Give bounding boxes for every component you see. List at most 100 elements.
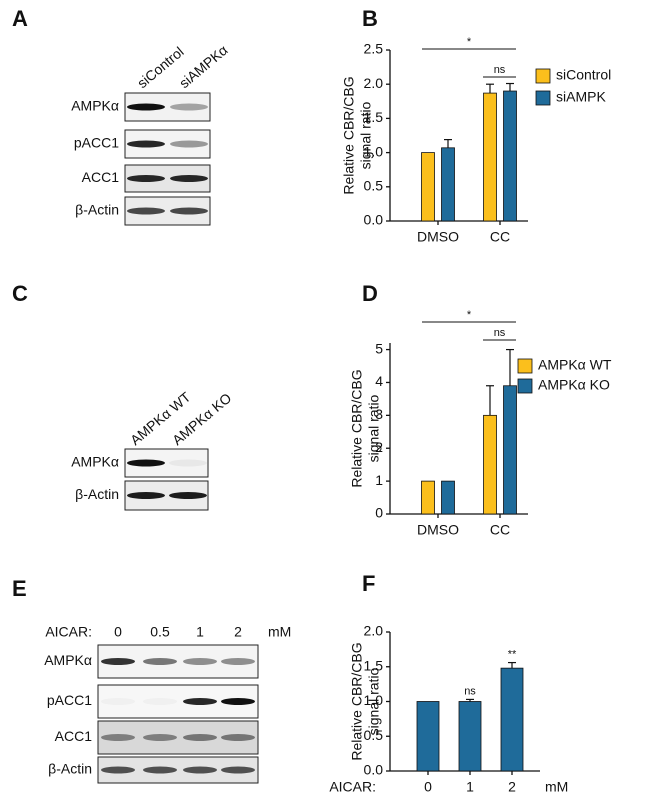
bar: [416, 701, 440, 772]
bar: [483, 414, 497, 515]
x-axis-label: AICAR:: [329, 779, 376, 795]
y-tick-label: 3: [375, 406, 383, 422]
blot-band: [143, 734, 177, 741]
legend-swatch: [535, 68, 551, 84]
legend-swatch: [517, 378, 533, 394]
blot-row-label: β-Actin: [75, 486, 119, 502]
y-axis-label: Relative CBR/CBG: [349, 642, 365, 760]
bar: [441, 480, 455, 515]
blot-header: AICAR:: [45, 624, 92, 640]
y-tick-label: 4: [375, 373, 383, 389]
blot-band: [183, 766, 217, 774]
legend-label: siControl: [556, 67, 611, 83]
blot-band: [183, 734, 217, 741]
bracket-label: ns: [494, 64, 506, 76]
blot-row-label: AMPKα: [71, 98, 119, 114]
blot-row-label: AMPKα: [44, 652, 92, 668]
blot-band: [221, 698, 255, 705]
blot-band: [101, 698, 135, 705]
x-tick-label: DMSO: [417, 229, 459, 245]
blot-band: [143, 658, 177, 665]
y-tick-label: 2.5: [364, 41, 384, 57]
lane-label: 1: [196, 624, 204, 640]
y-tick-label: 0.0: [364, 212, 384, 228]
blot-row-label: pACC1: [47, 692, 92, 708]
lane-label: 0: [114, 624, 122, 640]
blot-band: [169, 492, 207, 499]
blot-row-label: β-Actin: [75, 202, 119, 218]
legend-label: siAMPK: [556, 89, 606, 105]
x-tick-label: 0: [424, 779, 432, 795]
blot-band: [101, 766, 135, 774]
blot-band: [170, 175, 208, 182]
x-tick-label: 1: [466, 779, 474, 795]
lane-label: siAMPKα: [176, 42, 231, 91]
y-tick-label: 1.5: [364, 109, 384, 125]
y-tick-label: 1: [375, 472, 383, 488]
lane-label: siControl: [134, 43, 187, 91]
y-tick-label: 2.0: [364, 75, 384, 91]
blot-band: [183, 658, 217, 665]
y-axis-label: Relative CBR/CBG: [341, 76, 357, 194]
unit-label: mM: [268, 624, 291, 640]
bar: [441, 147, 455, 222]
panel-letter: F: [362, 571, 375, 596]
bracket-label: *: [467, 309, 472, 321]
error-bar: [466, 698, 474, 702]
blot-band: [183, 698, 217, 705]
blot-band: [170, 207, 208, 215]
blot-band: [221, 766, 255, 774]
lane-label: 2: [234, 624, 242, 640]
bar: [421, 152, 435, 222]
error-bar: [486, 385, 494, 416]
panel-letter: A: [12, 6, 28, 31]
blot-band: [127, 207, 165, 215]
legend-label: AMPKα WT: [538, 357, 612, 373]
x-tick-label: CC: [490, 522, 510, 538]
bar: [458, 701, 482, 772]
y-tick-label: 1.0: [364, 692, 384, 708]
blot-band: [169, 459, 207, 467]
panel-letter: B: [362, 6, 378, 31]
bar: [500, 667, 524, 772]
y-axis-label: signal ratio: [366, 667, 382, 735]
lane-label: 0.5: [150, 624, 170, 640]
blot-band: [127, 140, 165, 148]
bracket-label: ns: [494, 327, 506, 339]
blot-band: [143, 698, 177, 705]
legend-swatch: [535, 90, 551, 106]
blot-band: [127, 175, 165, 182]
blot-band: [221, 658, 255, 665]
blot-band: [143, 766, 177, 774]
y-tick-label: 2: [375, 439, 383, 455]
blot-row-label: ACC1: [82, 169, 120, 185]
bar: [503, 90, 517, 222]
blot-band: [127, 492, 165, 499]
blot-band: [127, 103, 165, 111]
blot-row-label: AMPKα: [71, 454, 119, 470]
significance-label: ns: [464, 685, 476, 697]
blot-band: [101, 658, 135, 665]
x-tick-label: 2: [508, 779, 516, 795]
error-bar: [506, 82, 514, 92]
y-axis-label: signal ratio: [366, 394, 382, 462]
error-bar: [486, 83, 494, 94]
y-tick-label: 0.5: [364, 178, 384, 194]
blot-band: [170, 140, 208, 148]
blot-band: [101, 734, 135, 741]
error-bar: [444, 139, 452, 148]
blot-band: [221, 734, 255, 741]
y-tick-label: 5: [375, 340, 383, 356]
y-tick-label: 0: [375, 505, 383, 521]
y-tick-label: 0.5: [364, 727, 384, 743]
bracket-label: *: [467, 36, 472, 48]
y-tick-label: 0.0: [364, 762, 384, 778]
bar: [421, 480, 435, 515]
bar: [483, 92, 497, 222]
panel-letter: C: [12, 281, 28, 306]
blot-row-label: β-Actin: [48, 761, 92, 777]
y-tick-label: 1.0: [364, 143, 384, 159]
x-tick-label: DMSO: [417, 522, 459, 538]
x-unit-label: mM: [545, 779, 568, 795]
blot-band: [127, 459, 165, 467]
